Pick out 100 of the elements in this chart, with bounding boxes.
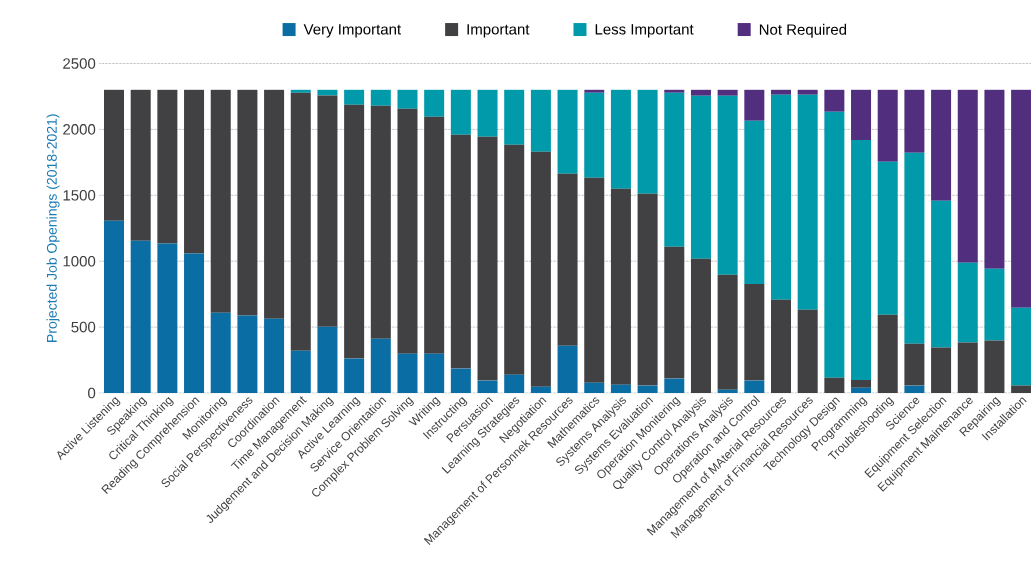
bar xyxy=(904,385,925,393)
bar xyxy=(744,283,765,381)
bar xyxy=(450,89,471,135)
bar xyxy=(184,253,205,393)
bar xyxy=(637,385,658,393)
bar xyxy=(851,89,872,141)
y-axis-title: Projected Job Openings (2018-2021) xyxy=(46,114,60,342)
bar xyxy=(877,161,898,315)
bar xyxy=(264,89,285,319)
bar xyxy=(744,380,765,393)
bar xyxy=(824,89,845,112)
bar xyxy=(557,173,578,346)
bar xyxy=(637,193,658,386)
bar xyxy=(957,262,978,343)
bar xyxy=(264,318,285,393)
legend-label: Not Required xyxy=(759,23,847,38)
bar xyxy=(530,386,551,393)
bar xyxy=(771,89,792,95)
bar xyxy=(450,368,471,393)
bar xyxy=(157,89,178,244)
bar xyxy=(717,89,738,96)
bar xyxy=(744,89,765,121)
bar xyxy=(157,243,178,393)
bar xyxy=(610,89,631,189)
bar xyxy=(797,94,818,310)
bar xyxy=(344,104,365,359)
bar xyxy=(424,116,445,354)
bar xyxy=(744,120,765,284)
bar xyxy=(851,379,872,388)
bar xyxy=(530,89,551,152)
bar xyxy=(344,358,365,393)
bar xyxy=(424,353,445,393)
bar xyxy=(851,387,872,393)
y-tick-label: 0 xyxy=(88,387,96,399)
bar xyxy=(1011,307,1031,386)
bar xyxy=(931,200,952,348)
bar xyxy=(664,89,685,93)
bar xyxy=(717,274,738,390)
bar xyxy=(530,151,551,387)
bar xyxy=(904,343,925,386)
bar xyxy=(477,136,498,381)
legend-label: Very Important xyxy=(303,24,401,38)
y-tick-label: 2500 xyxy=(63,58,96,69)
y-tick-label: 500 xyxy=(71,321,96,333)
bar xyxy=(690,95,711,259)
bar xyxy=(317,95,338,327)
bar xyxy=(637,89,658,194)
bar xyxy=(130,240,151,393)
bar xyxy=(610,188,631,385)
bar xyxy=(130,89,151,241)
bar xyxy=(984,268,1005,341)
bar xyxy=(984,89,1005,269)
bar xyxy=(104,220,125,393)
bar xyxy=(237,89,258,316)
bar xyxy=(397,353,418,393)
bar xyxy=(851,140,872,380)
bar xyxy=(584,92,605,178)
bar xyxy=(931,89,952,201)
bar xyxy=(557,89,578,174)
bar xyxy=(317,89,338,96)
bar xyxy=(290,350,311,393)
bar xyxy=(290,89,311,93)
legend-label: Important xyxy=(467,24,530,38)
bar xyxy=(584,89,605,93)
bar xyxy=(370,89,391,106)
bar xyxy=(717,95,738,275)
bar xyxy=(771,94,792,300)
bar xyxy=(477,380,498,393)
bar xyxy=(184,89,205,254)
bar xyxy=(664,92,685,247)
bar xyxy=(504,89,525,145)
bar xyxy=(477,89,498,137)
bar xyxy=(450,134,471,369)
bar xyxy=(904,152,925,344)
bar xyxy=(584,382,605,393)
bar xyxy=(957,89,978,263)
bar xyxy=(104,89,125,221)
bar xyxy=(370,105,391,339)
bar xyxy=(397,108,418,354)
bar xyxy=(210,312,231,393)
bar xyxy=(504,374,525,393)
y-tick-label: 1000 xyxy=(63,255,96,267)
bar xyxy=(557,345,578,393)
bar xyxy=(690,89,711,96)
bar xyxy=(584,177,605,383)
bar xyxy=(370,338,391,393)
bar xyxy=(290,92,311,351)
bar xyxy=(504,144,525,375)
bar xyxy=(344,89,365,105)
bar xyxy=(1011,89,1031,308)
legend-label: Less Important xyxy=(595,24,694,38)
bar xyxy=(664,246,685,379)
bar xyxy=(424,89,445,117)
bar xyxy=(610,384,631,393)
bar xyxy=(877,89,898,162)
bar xyxy=(317,326,338,393)
bar xyxy=(717,389,738,393)
bar xyxy=(664,378,685,393)
y-tick-label: 2000 xyxy=(63,124,96,135)
y-tick-label: 1500 xyxy=(63,189,96,201)
